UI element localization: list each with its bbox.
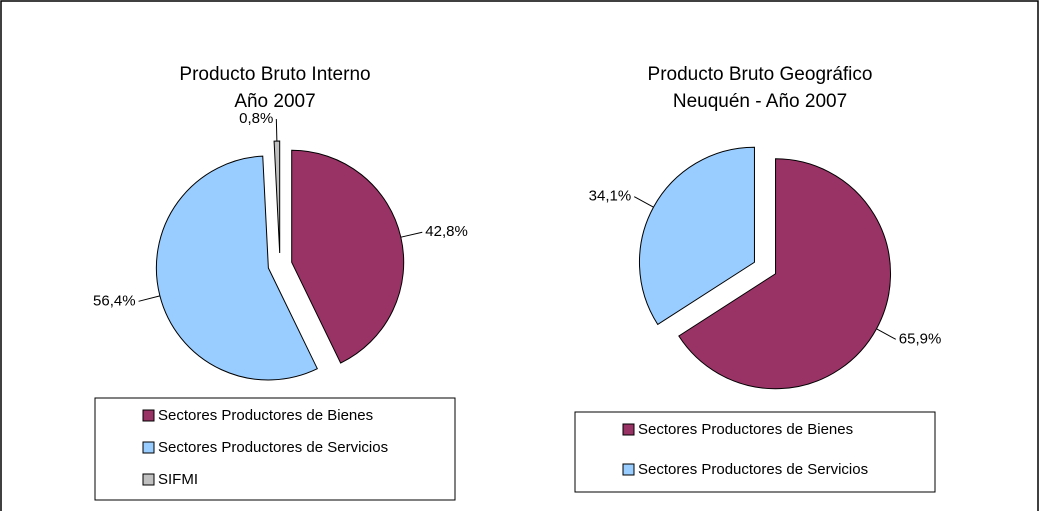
- chart-title: Producto Bruto Interno: [179, 64, 370, 85]
- legend-swatch: [142, 409, 155, 422]
- pie-slice: [678, 158, 891, 390]
- leader-line: [876, 328, 897, 340]
- pie-slice: [155, 155, 319, 381]
- data-label: 42,8%: [425, 223, 468, 240]
- legend-label: Sectores Productores de Bienes: [638, 421, 853, 438]
- pie-slice: [639, 146, 755, 326]
- data-label: 0,8%: [239, 110, 273, 127]
- legend-swatch: [622, 423, 635, 436]
- legend-swatch: [142, 473, 155, 486]
- legend: [94, 397, 456, 501]
- legend-swatch: [622, 463, 635, 476]
- legend-label: SIFMI: [158, 471, 198, 488]
- legend: [574, 411, 936, 493]
- data-label: 34,1%: [589, 188, 632, 205]
- legend-label: Sectores Productores de Servicios: [158, 439, 388, 456]
- legend-label: Sectores Productores de Servicios: [638, 461, 868, 478]
- leader-line: [138, 295, 161, 302]
- leader-line: [400, 231, 423, 238]
- data-label: 65,9%: [899, 330, 942, 347]
- legend-label: Sectores Productores de Bienes: [158, 407, 373, 424]
- chart-subtitle: Neuquén - Año 2007: [673, 91, 847, 112]
- chart-subtitle: Año 2007: [234, 91, 315, 112]
- leader-line: [275, 119, 278, 142]
- chart-title: Producto Bruto Geográfico: [648, 64, 873, 85]
- legend-swatch: [142, 441, 155, 454]
- leader-line: [633, 196, 654, 208]
- pie-slice: [291, 149, 405, 364]
- data-label: 56,4%: [93, 292, 136, 309]
